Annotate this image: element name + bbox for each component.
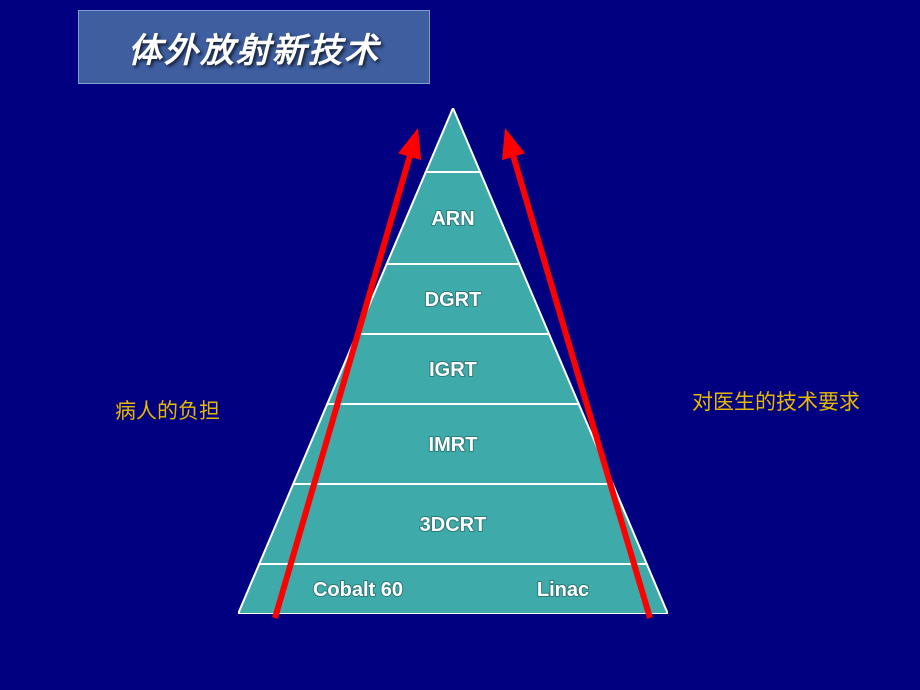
title-box: 体外放射新技术 bbox=[78, 10, 430, 84]
arrow-right bbox=[481, 98, 674, 648]
right-caption: 对医生的技术要求 bbox=[692, 386, 860, 416]
slide-title: 体外放射新技术 bbox=[128, 23, 380, 72]
arrow-left bbox=[251, 98, 442, 648]
left-caption: 病人的负担 bbox=[115, 395, 220, 425]
